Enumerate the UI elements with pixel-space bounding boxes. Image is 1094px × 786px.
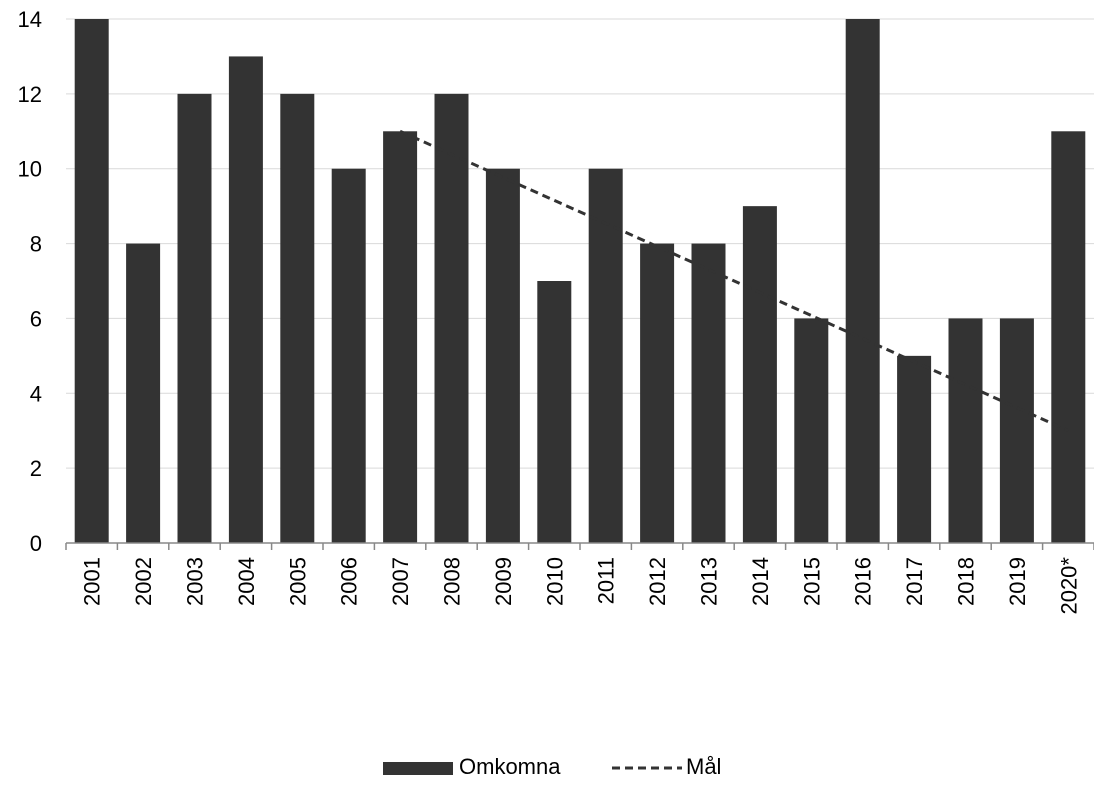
- legend: Omkomna Mål: [383, 754, 721, 779]
- x-tick-labels: 2001 2002 2003 2004 2005 2006 2007 2008 2009 2010…: [80, 557, 1082, 615]
- target-line-mal: [399, 129, 1069, 433]
- bar-2016: [845, 19, 880, 543]
- legend-swatch-omkomna: [383, 762, 453, 775]
- bars: [74, 19, 1086, 544]
- y-tick-label: 14: [18, 7, 42, 32]
- x-tick-label: 2014: [748, 557, 773, 606]
- x-tick-label: 2012: [645, 557, 670, 606]
- bar-2005: [280, 93, 315, 543]
- x-tick-label: 2018: [954, 557, 979, 606]
- axes: [65, 542, 1094, 550]
- x-tick-label: 2015: [799, 557, 824, 606]
- x-tick-label: 2006: [337, 557, 362, 606]
- target-line: [399, 129, 1069, 433]
- x-tick-label: 2010: [542, 557, 567, 606]
- bar-2008: [434, 93, 469, 543]
- x-tick-label: 2002: [131, 557, 156, 606]
- bar-2004: [228, 56, 263, 544]
- y-tick-label: 12: [18, 82, 42, 107]
- bar-2002: [126, 243, 161, 544]
- x-tick-label: 2011: [594, 557, 619, 604]
- bar-2007: [383, 131, 418, 544]
- y-tick-label: 0: [30, 531, 42, 556]
- bar-2014: [742, 206, 777, 543]
- bar-2012: [640, 243, 675, 544]
- x-tick-label: 2009: [491, 557, 516, 606]
- bar-2019: [999, 318, 1034, 543]
- x-tick-label: 2019: [1005, 557, 1030, 606]
- bar-2018: [948, 318, 983, 543]
- x-tick-label: 2013: [697, 557, 722, 606]
- x-tick-label: 2001: [80, 557, 105, 606]
- x-tick-label: 2007: [388, 557, 413, 606]
- bar-2009: [485, 168, 520, 543]
- x-tick-label: 2016: [851, 557, 876, 606]
- x-tick-label: 2004: [234, 557, 259, 606]
- y-tick-label: 10: [18, 157, 42, 182]
- bar-2010: [537, 281, 572, 543]
- bar-2015: [794, 318, 829, 543]
- bar-2011: [588, 168, 623, 543]
- bar-2013: [691, 243, 726, 544]
- bar-2003: [177, 93, 212, 543]
- x-tick-label: 2005: [285, 557, 310, 606]
- x-tick-label: 2003: [183, 557, 208, 606]
- x-tick-label: 2020*: [1056, 557, 1081, 615]
- legend-label-omkomna: Omkomna: [459, 754, 561, 779]
- bar-2017: [897, 355, 932, 543]
- x-tick-label: 2017: [902, 557, 927, 606]
- legend-label-mal: Mål: [686, 754, 721, 779]
- bar-2001: [74, 19, 109, 543]
- bar-2020: [1051, 131, 1086, 544]
- bar-2006: [331, 168, 366, 543]
- y-tick-label: 2: [30, 456, 42, 481]
- x-tick-label: 2008: [440, 557, 465, 606]
- gridlines: [66, 18, 1094, 469]
- y-tick-label: 4: [30, 381, 42, 406]
- y-tick-label: 6: [30, 306, 42, 331]
- y-tick-label: 8: [30, 232, 42, 257]
- y-tick-labels: 0 2 4 6 8 10 12 14: [18, 7, 42, 556]
